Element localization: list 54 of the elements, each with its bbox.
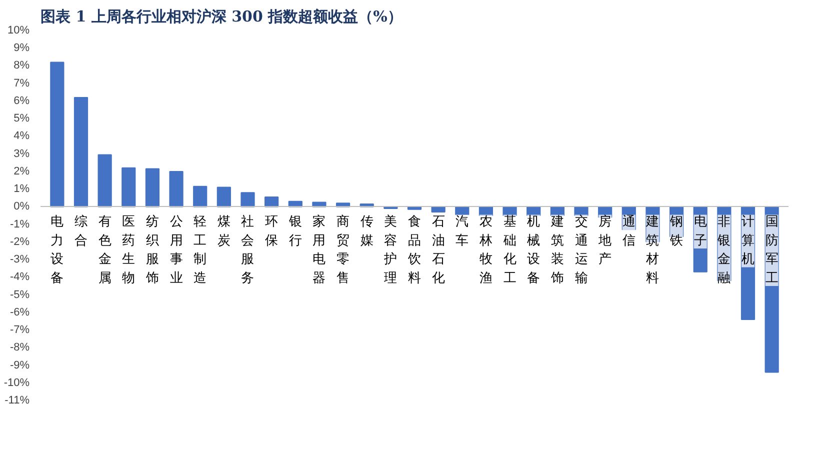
y-tick-label: 7%	[14, 77, 30, 90]
y-tick-label: -9%	[10, 359, 30, 372]
x-tick-label: 电子	[694, 214, 707, 248]
x-tick-label: 社会服务	[241, 214, 254, 286]
y-tick-label: 8%	[14, 60, 30, 72]
x-tick-label: 商贸零售	[336, 214, 350, 286]
y-tick-label: -11%	[4, 394, 30, 406]
x-tick-label: 计算机	[742, 214, 755, 268]
y-tick-label: -10%	[4, 376, 30, 389]
x-tick-label: 机械设备	[527, 214, 540, 286]
y-tick-label: 4%	[14, 130, 30, 142]
x-tick-label: 电力设备	[50, 214, 64, 286]
y-tick-label: 9%	[14, 42, 30, 54]
x-tick-label: 农林牧渔	[478, 214, 492, 286]
x-tick-label: 建筑装饰	[550, 214, 564, 286]
x-tick-label: 建筑材料	[645, 214, 660, 286]
y-tick-label: 6%	[14, 94, 30, 107]
x-tick-label: 美容护理	[383, 214, 398, 286]
x-tick-label: 汽车	[456, 214, 469, 248]
y-tick-label: 2%	[14, 165, 30, 178]
y-tick-label: -3%	[10, 254, 30, 266]
x-tick-label: 房地产	[598, 214, 612, 268]
x-tick-label: 银行	[288, 214, 302, 248]
x-tick-label: 煤炭	[217, 214, 230, 248]
y-tick-label: -1%	[10, 218, 30, 230]
x-tick-label: 通信	[622, 214, 636, 248]
x-tick-label: 家用电器	[312, 214, 326, 286]
x-tick-label: 有色金属	[98, 214, 112, 286]
y-tick-label: -4%	[10, 271, 30, 284]
x-tick-label: 环保	[265, 214, 278, 248]
x-tick-label: 轻工制造	[194, 214, 207, 286]
y-tick-label: 10%	[7, 24, 30, 36]
y-tick-label: 1%	[14, 183, 30, 196]
x-tick-label: 非银金融	[716, 214, 731, 286]
y-tick-label: 0%	[14, 200, 30, 213]
x-tick-label: 基础化工	[502, 214, 516, 286]
y-tick-label: -8%	[10, 342, 30, 354]
x-tick-label: 医药生物	[122, 214, 136, 286]
x-tick-label: 传媒	[360, 214, 374, 248]
y-tick-label: 5%	[14, 112, 30, 125]
x-tick-label: 国防军工	[765, 214, 778, 286]
x-tick-label: 交通运输	[574, 214, 588, 286]
x-tick-label: 钢铁	[669, 214, 684, 248]
x-tick-label: 公用事业	[170, 214, 183, 286]
y-tick-label: -6%	[10, 306, 30, 318]
y-tick-label: -5%	[10, 288, 30, 301]
x-tick-label: 石油石化	[432, 214, 445, 286]
chart-title: 图表 1 上周各行业相对沪深 300 指数超额收益（%）	[40, 8, 402, 26]
x-tick-label: 食品饮料	[407, 214, 421, 286]
y-tick-label: 3%	[14, 148, 30, 160]
y-tick-label: -7%	[10, 324, 30, 336]
y-tick-label: -2%	[10, 236, 30, 248]
x-tick-label: 综合	[74, 214, 88, 248]
x-tick-label: 纺织服饰	[144, 214, 159, 286]
